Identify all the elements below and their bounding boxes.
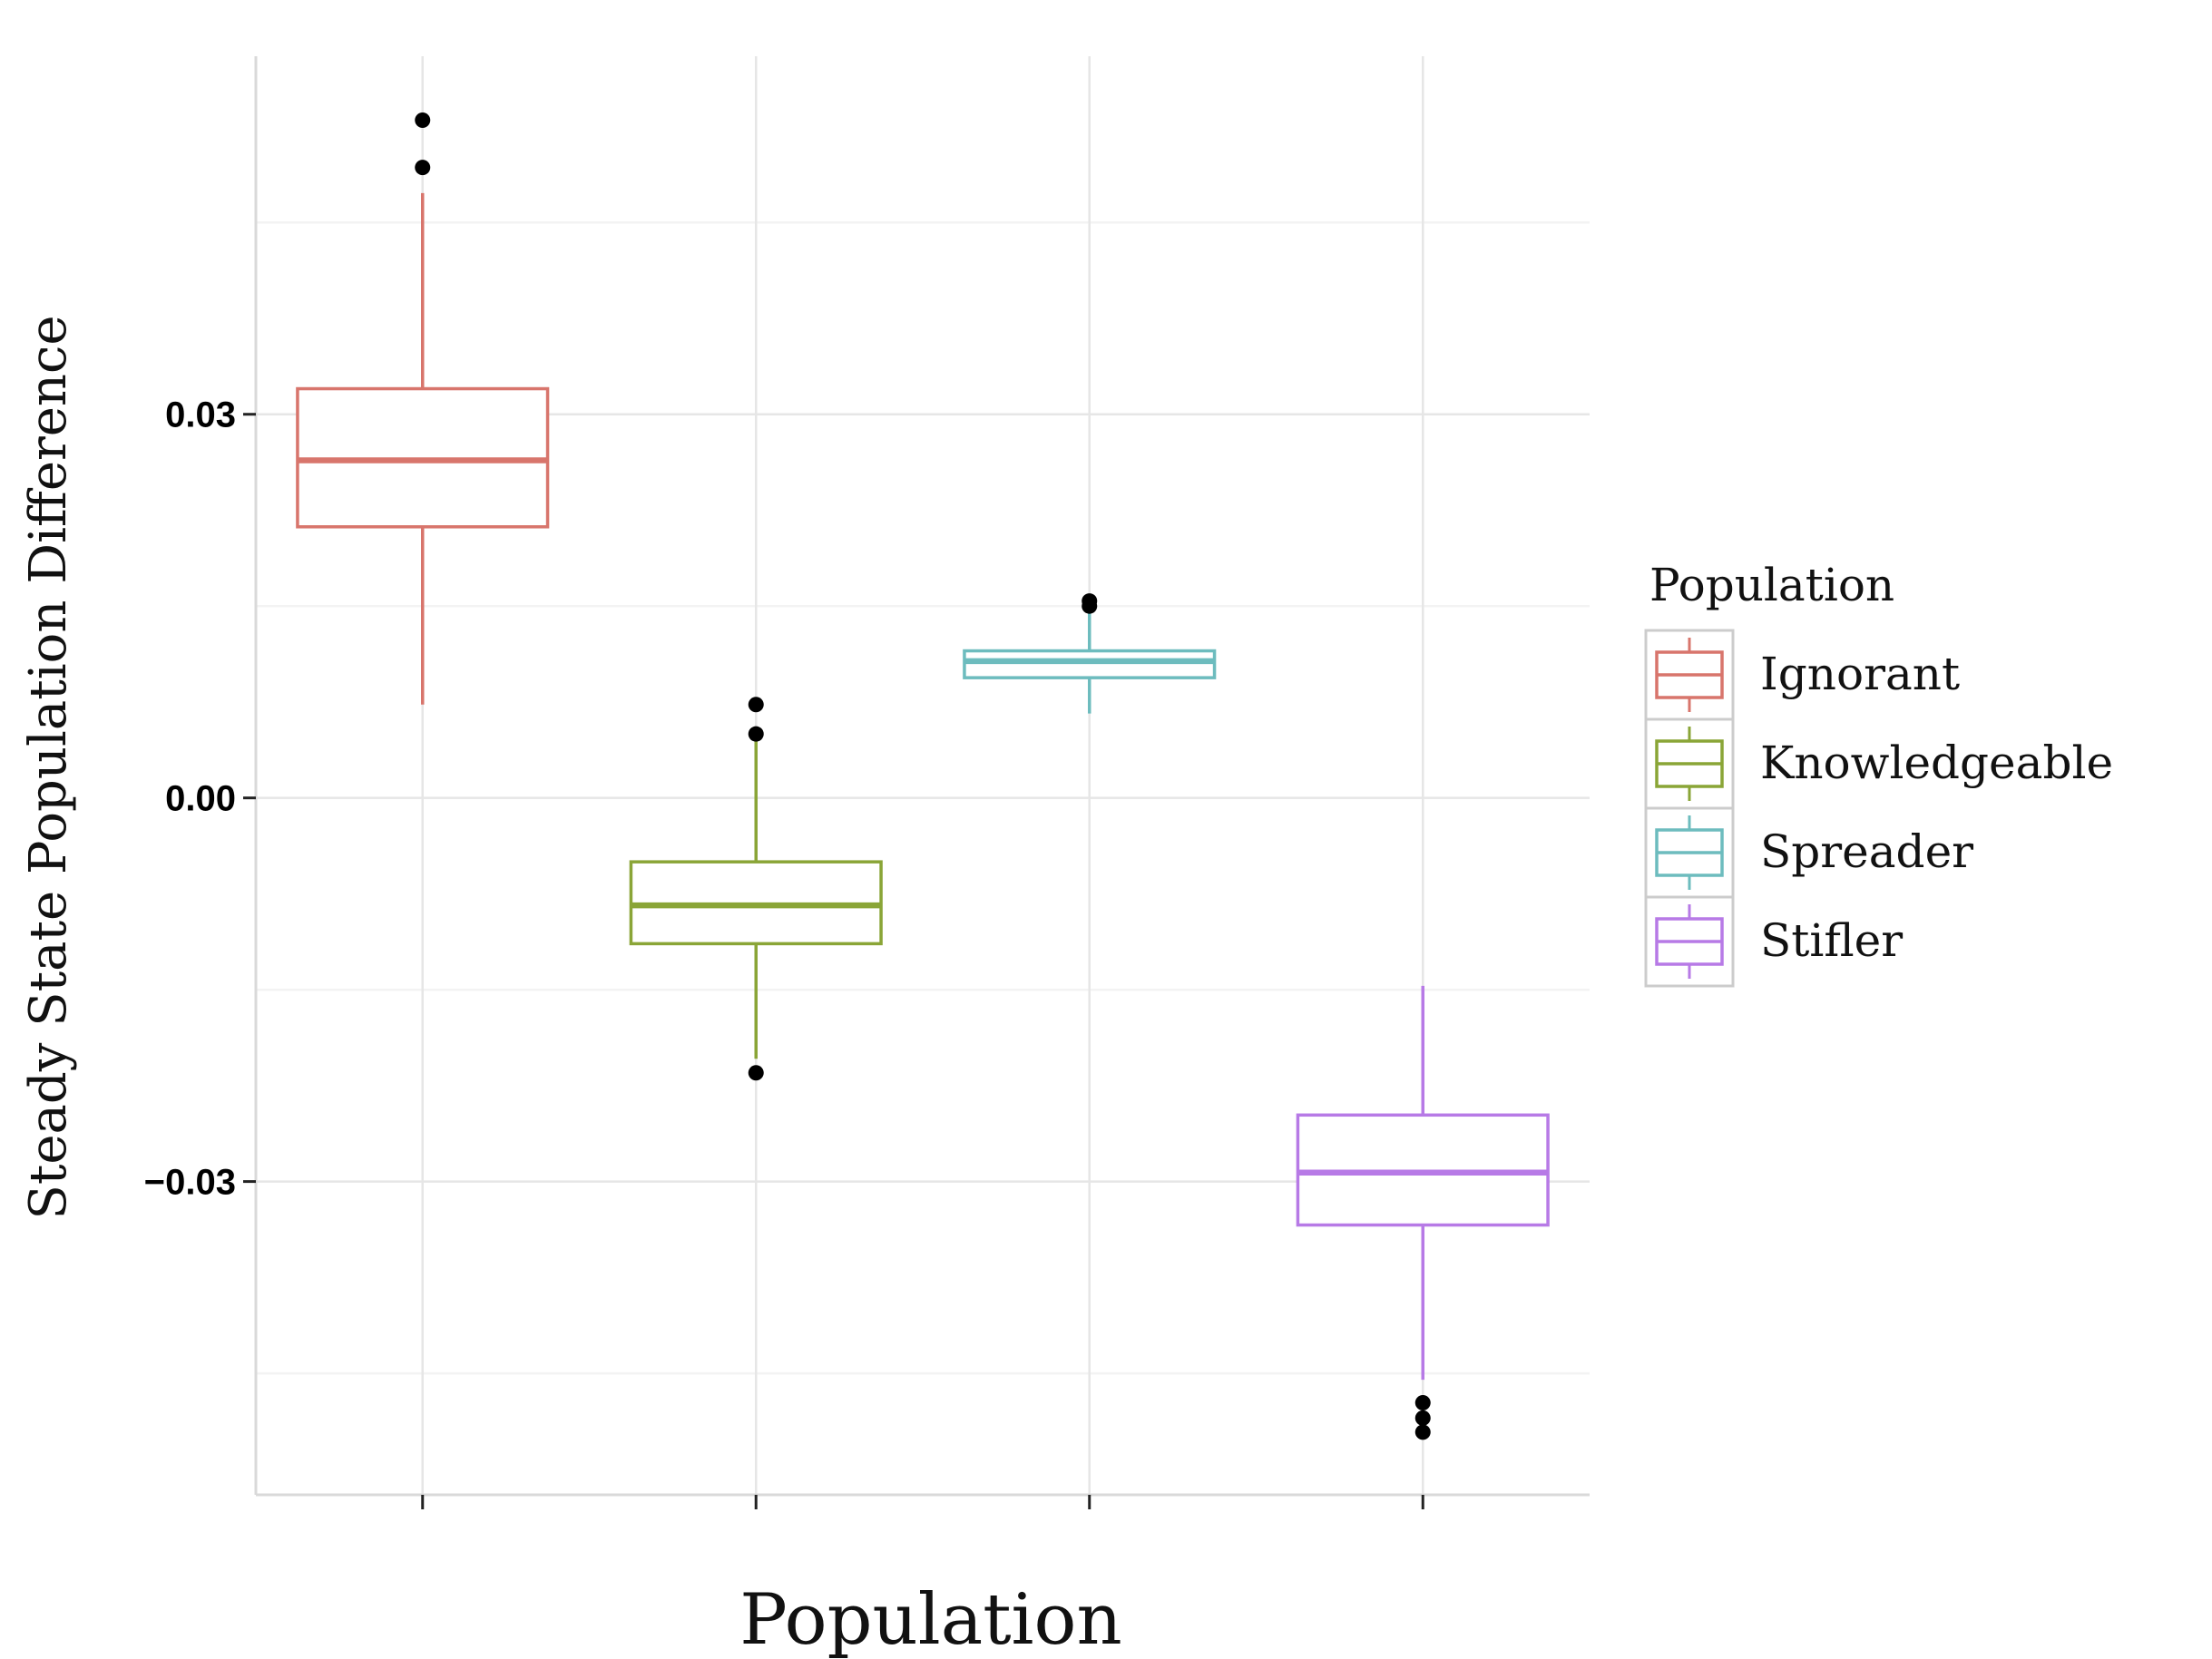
legend-item-stifler: Stifler <box>1644 895 1903 988</box>
legend-item-spreader: Spreader <box>1644 806 1973 899</box>
outlier-point <box>1414 1410 1431 1426</box>
box-knowledgeable <box>629 697 883 1081</box>
box-ignorant <box>296 112 550 705</box>
legend-label: Stifler <box>1760 914 1903 967</box>
outlier-point <box>415 160 431 176</box>
x-axis-title: Population <box>739 1579 1121 1659</box>
legend-keys: Ignorant Knowledgeable Spreader Stifler <box>1644 629 2113 988</box>
legend: Population Ignorant Knowledgeable Spreader… <box>1644 559 2113 988</box>
outlier-point <box>1414 1424 1431 1440</box>
outlier-point <box>748 697 764 713</box>
y-axis-title: Steady State Population Difference <box>19 316 78 1220</box>
legend-label: Knowledgeable <box>1760 737 2113 789</box>
y-tick-label: 0.03 <box>165 395 236 435</box>
outlier-point <box>1414 1394 1431 1410</box>
y-ticks: 0.03 0.00 −0.03 <box>144 395 256 1203</box>
y-tick-label: −0.03 <box>144 1163 236 1203</box>
boxes <box>296 112 1550 1440</box>
x-ticks <box>421 1495 1424 1509</box>
outlier-point <box>415 112 431 128</box>
axes <box>254 56 1590 1497</box>
legend-label: Spreader <box>1760 825 1973 878</box>
legend-label: Ignorant <box>1760 648 1960 700</box>
box-spreader <box>963 593 1217 714</box>
box-stifler <box>1296 985 1550 1440</box>
interquartile-box <box>963 649 1217 679</box>
outlier-point <box>1082 598 1098 614</box>
y-tick-label: 0.00 <box>165 779 236 819</box>
legend-item-knowledgeable: Knowledgeable <box>1644 717 2113 810</box>
outlier-point <box>748 726 764 742</box>
legend-item-ignorant: Ignorant <box>1644 629 1960 721</box>
grid-lines <box>256 56 1590 1495</box>
outlier-point <box>748 1065 764 1081</box>
legend-title: Population <box>1649 559 1894 611</box>
